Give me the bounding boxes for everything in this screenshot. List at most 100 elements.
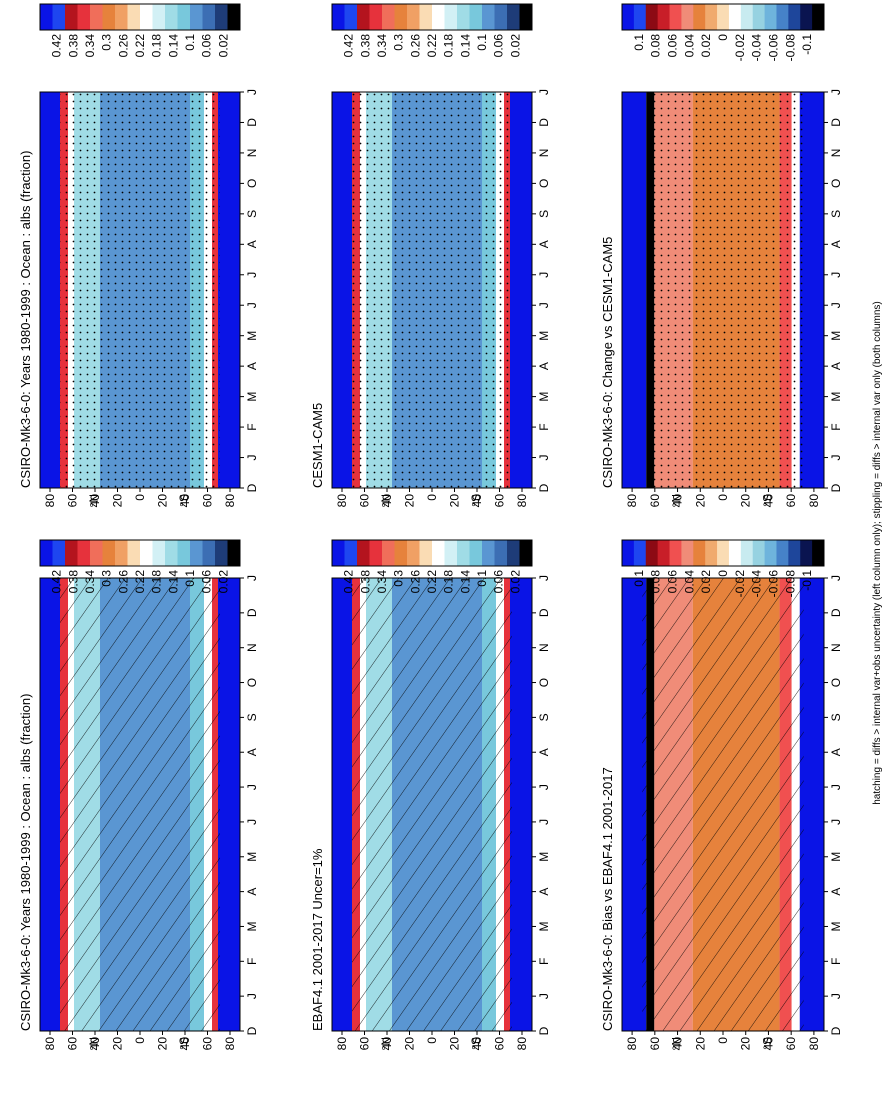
colorbar-tick-label: 0.38: [358, 570, 372, 594]
colorbar: 0.42 0.38 0.34 0.3 0.26 0.22 0.18 0.14 0.1 0.06 0.…: [39, 3, 241, 58]
month-tick-label: A: [829, 240, 843, 248]
colorbar-tick-label: -0.02: [733, 570, 747, 598]
month-tick-label: M: [537, 921, 551, 931]
colorbar-swatch: [788, 540, 801, 566]
colorbar-swatch: [115, 4, 128, 30]
colorbar-tick-label: 0.26: [116, 570, 130, 594]
hemisphere-label: °S: [760, 1037, 774, 1050]
lat-tick-label: 60: [648, 494, 662, 508]
colorbar-swatch: [102, 4, 116, 30]
panel-title: EBAF4.1 2001-2017 Uncer=1%: [310, 848, 325, 1031]
lat-tick-label: 20: [739, 1037, 753, 1051]
colorbar-tick-label: 0.14: [458, 34, 472, 58]
colorbar-tick-label: 0.22: [425, 34, 439, 58]
colorbar-tick-label: 0.18: [442, 570, 456, 594]
colorbar-tick-label: 0.18: [442, 34, 456, 58]
lat-tick-label: 40: [88, 494, 102, 508]
month-tick-label: N: [245, 643, 259, 652]
colorbar-swatch: [382, 540, 395, 566]
hemisphere-label: °S: [177, 1037, 191, 1050]
colorbar-swatch: [469, 4, 483, 30]
month-tick-label: F: [537, 958, 551, 965]
month-tick-label: N: [829, 149, 843, 158]
colorbar-swatch: [202, 540, 216, 566]
month-tick-label: N: [245, 149, 259, 158]
colorbar-frame: [331, 3, 533, 31]
month-tick-label: J: [537, 302, 551, 308]
lat-tick-label: 80: [223, 494, 237, 508]
lat-tick-label: 40: [671, 1037, 685, 1051]
month-tick-label: M: [537, 392, 551, 402]
colorbar-tick-label: 0.18: [150, 34, 164, 58]
month-tick-label: S: [829, 210, 843, 218]
colorbar-tick-label: 0.08: [649, 570, 663, 594]
colorbar-swatch: [717, 4, 730, 30]
colorbar-tick-label: 0: [716, 34, 730, 41]
colorbar-tick-label: -0.1: [800, 570, 814, 591]
colorbar-swatch: [77, 540, 91, 566]
month-tick-label: S: [245, 713, 259, 721]
colorbar-swatch: [432, 4, 445, 30]
colorbar-swatch: [215, 4, 228, 30]
colorbar-swatch: [432, 540, 445, 566]
colorbar-swatch: [507, 4, 520, 30]
lat-tick-label: 80: [223, 1037, 237, 1051]
colorbar-tick-label: 0.3: [392, 34, 406, 51]
month-tick-label: A: [245, 362, 259, 370]
month-tick-label: A: [537, 240, 551, 248]
lat-tick-label: 20: [693, 494, 707, 508]
colorbar-tick-label: -0.08: [783, 34, 797, 62]
month-tick-label: J: [829, 575, 843, 581]
hemisphere-label: °N: [87, 494, 101, 507]
lat-tick-label: 0: [716, 1037, 730, 1044]
hemisphere-label: °N: [87, 1037, 101, 1050]
colorbar-swatch: [419, 540, 433, 566]
colorbar-frame: [621, 3, 825, 31]
colorbar-swatch: [764, 4, 777, 30]
month-tick-label: J: [537, 784, 551, 790]
hemisphere-label: °S: [177, 494, 191, 507]
colorbar-tick-label: 0.08: [649, 34, 663, 58]
colorbar-swatch: [800, 4, 813, 30]
lat-tick-label: 40: [380, 1037, 394, 1051]
colorbar-tick-label: -0.1: [800, 34, 814, 55]
month-tick-label: O: [829, 179, 843, 188]
hemisphere-label: °S: [469, 494, 483, 507]
month-tick-label: M: [245, 852, 259, 862]
month-tick-label: A: [829, 888, 843, 896]
colorbar-tick-label: -0.04: [750, 34, 764, 62]
month-tick-label: J: [537, 89, 551, 95]
lat-tick-label: 80: [335, 1037, 349, 1051]
colorbar-swatch: [332, 4, 345, 30]
lat-tick-label: 60: [66, 1037, 80, 1051]
field-band-9: [218, 578, 240, 1031]
month-tick-label: M: [829, 331, 843, 341]
stippling-overlay: [352, 92, 512, 488]
colorbar-tick-label: 0.22: [133, 34, 147, 58]
month-tick-label: J: [537, 819, 551, 825]
colorbar-swatch: [469, 540, 483, 566]
month-tick-label: J: [537, 455, 551, 461]
lat-tick-label: 60: [784, 494, 798, 508]
hemisphere-label: °N: [379, 494, 393, 507]
colorbar-swatch: [127, 540, 141, 566]
colorbar-tick-label: 0.1: [183, 34, 197, 51]
colorbar-swatch: [693, 4, 706, 30]
hatching-overlay: [352, 578, 512, 1031]
colorbar-tick-label: 0.26: [116, 34, 130, 58]
lat-tick-label: 40: [88, 1037, 102, 1051]
colorbar: 0.42 0.38 0.34 0.3 0.26 0.22 0.18 0.14 0.1 0.06 0.…: [39, 539, 241, 594]
colorbar-swatch: [227, 540, 241, 566]
colorbar-swatch: [369, 4, 383, 30]
colorbar-tick-label: 0.42: [342, 570, 356, 594]
month-tick-label: D: [829, 608, 843, 617]
panel-5: CESM1-CAM5 D J F M A M J J A S O N D J 80 60 40 20 0 20 40 60 8…: [310, 3, 551, 507]
colorbar-tick-label: 0.22: [425, 570, 439, 594]
month-tick-label: S: [245, 210, 259, 218]
colorbar-swatch: [740, 4, 754, 30]
colorbar-swatch: [812, 540, 825, 566]
colorbar-swatch: [394, 4, 408, 30]
colorbar-swatch: [645, 540, 659, 566]
colorbar-tick-label: 0.04: [682, 570, 696, 594]
lat-tick-label: 20: [156, 494, 170, 508]
